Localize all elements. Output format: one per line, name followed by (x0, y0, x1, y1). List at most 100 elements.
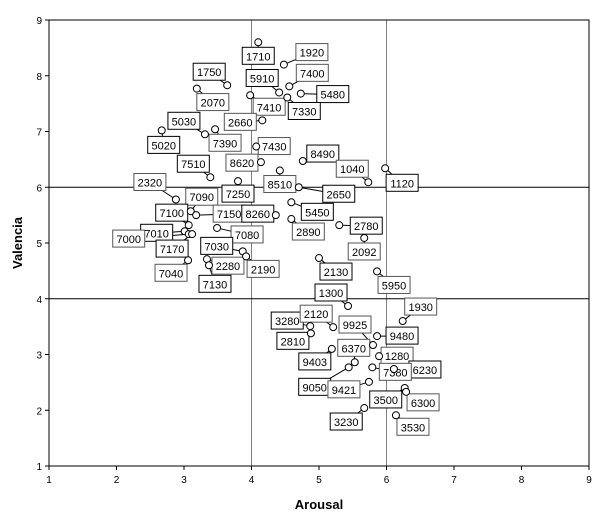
point-label: 7510 (176, 154, 210, 173)
data-point (369, 341, 377, 350)
point-label-text: 3230 (334, 417, 358, 429)
point-label: 2650 (322, 184, 356, 203)
point-label-box (176, 154, 210, 173)
point-label: 1710 (241, 46, 275, 65)
data-point (389, 364, 398, 373)
x-tick-label: 3 (181, 475, 187, 486)
point-label-text: 2780 (354, 221, 378, 233)
data-point (234, 177, 242, 186)
data-point (157, 126, 166, 135)
point-label: 1120 (385, 173, 419, 192)
point-label-box (133, 173, 167, 192)
data-point (402, 387, 411, 396)
point-label-text: 7430 (262, 142, 286, 154)
data-point (327, 344, 336, 353)
data-point (186, 207, 195, 216)
point-label-text: 7010 (144, 228, 168, 240)
point-label-text: 5950 (382, 280, 406, 292)
data-point (252, 142, 261, 151)
point-label-box (377, 275, 411, 294)
data-point (364, 377, 373, 386)
point-label: 7090 (185, 187, 219, 206)
point-label-text: 2190 (251, 264, 275, 276)
point-label: 5450 (300, 202, 334, 221)
x-tick-label: 2 (114, 475, 120, 486)
point-label-text: 7130 (203, 279, 227, 291)
point-label-text: 8490 (311, 149, 335, 161)
point-label-text: 9421 (332, 385, 356, 397)
point-label-text: 2810 (281, 336, 305, 348)
data-point (398, 317, 407, 326)
point-label: 5910 (245, 68, 279, 87)
data-point (258, 116, 267, 125)
y-tick-label: 2 (36, 406, 42, 417)
data-point (391, 411, 400, 420)
point-label-box (223, 112, 257, 131)
point-label: 7400 (295, 63, 329, 82)
point-label: 8620 (225, 153, 259, 172)
point-label-text: 7150 (217, 209, 241, 221)
point-label-text: 7080 (235, 230, 259, 242)
point-label: 7390 (208, 133, 242, 152)
point-label: 3230 (329, 412, 363, 431)
data-point (306, 329, 315, 338)
data-point (171, 195, 180, 204)
point-label-box (385, 326, 419, 345)
data-point (223, 81, 232, 90)
x-tick-label: 9 (586, 475, 592, 486)
data-point (364, 178, 373, 187)
point-label: 1300 (314, 283, 348, 302)
data-point (275, 88, 284, 97)
point-label-box (246, 259, 280, 278)
y-tick-label: 1 (36, 462, 42, 473)
point-label: 3280 (270, 311, 304, 330)
point-label: 3530 (396, 417, 430, 436)
point-label: 7100 (155, 203, 189, 222)
data-point (184, 221, 193, 230)
data-point (344, 301, 353, 310)
point-label: 1280 (380, 346, 414, 365)
point-label: 6370 (337, 338, 371, 357)
data-point (188, 230, 197, 239)
x-tick-label: 6 (384, 475, 390, 486)
point-label-text: 7510 (181, 159, 205, 171)
data-point (184, 256, 193, 265)
point-label-text: 9925 (343, 320, 367, 332)
data-point (285, 82, 294, 91)
data-point (287, 215, 296, 224)
point-label-box (263, 175, 297, 194)
point-label-box (322, 184, 356, 203)
point-label: 2070 (196, 93, 230, 112)
data-point (306, 322, 315, 331)
point-label-text: 6230 (413, 365, 437, 377)
axis-ticks: 1 2 3 4 5 6 7 8 9 1 2 3 4 5 6 7 8 9 (36, 16, 592, 486)
data-point (344, 363, 353, 372)
data-points (157, 38, 411, 420)
point-label-box (335, 159, 369, 178)
point-label-text: 1750 (197, 67, 221, 79)
point-label: 3500 (369, 390, 403, 409)
data-point (213, 223, 222, 232)
data-point (275, 166, 284, 175)
point-label-box (298, 352, 332, 371)
point-label: 8490 (306, 144, 340, 163)
point-label: 5030 (167, 111, 201, 130)
point-label-text: 2890 (296, 227, 320, 239)
point-label-text: 5480 (321, 90, 345, 102)
y-tick-label: 4 (36, 295, 42, 306)
data-point (373, 332, 382, 341)
point-label-box (230, 225, 264, 244)
point-label: 7410 (252, 97, 286, 116)
point-label-box (192, 62, 226, 81)
point-label-box (167, 111, 201, 130)
point-label-box (347, 242, 381, 261)
point-label-box (337, 338, 371, 357)
point-label: 7080 (230, 225, 264, 244)
point-label: 2120 (299, 304, 333, 323)
point-label-box (349, 216, 383, 235)
data-point (204, 261, 213, 270)
data-point (192, 211, 201, 220)
point-label-text: 6300 (411, 398, 435, 410)
point-label-box (112, 229, 146, 248)
